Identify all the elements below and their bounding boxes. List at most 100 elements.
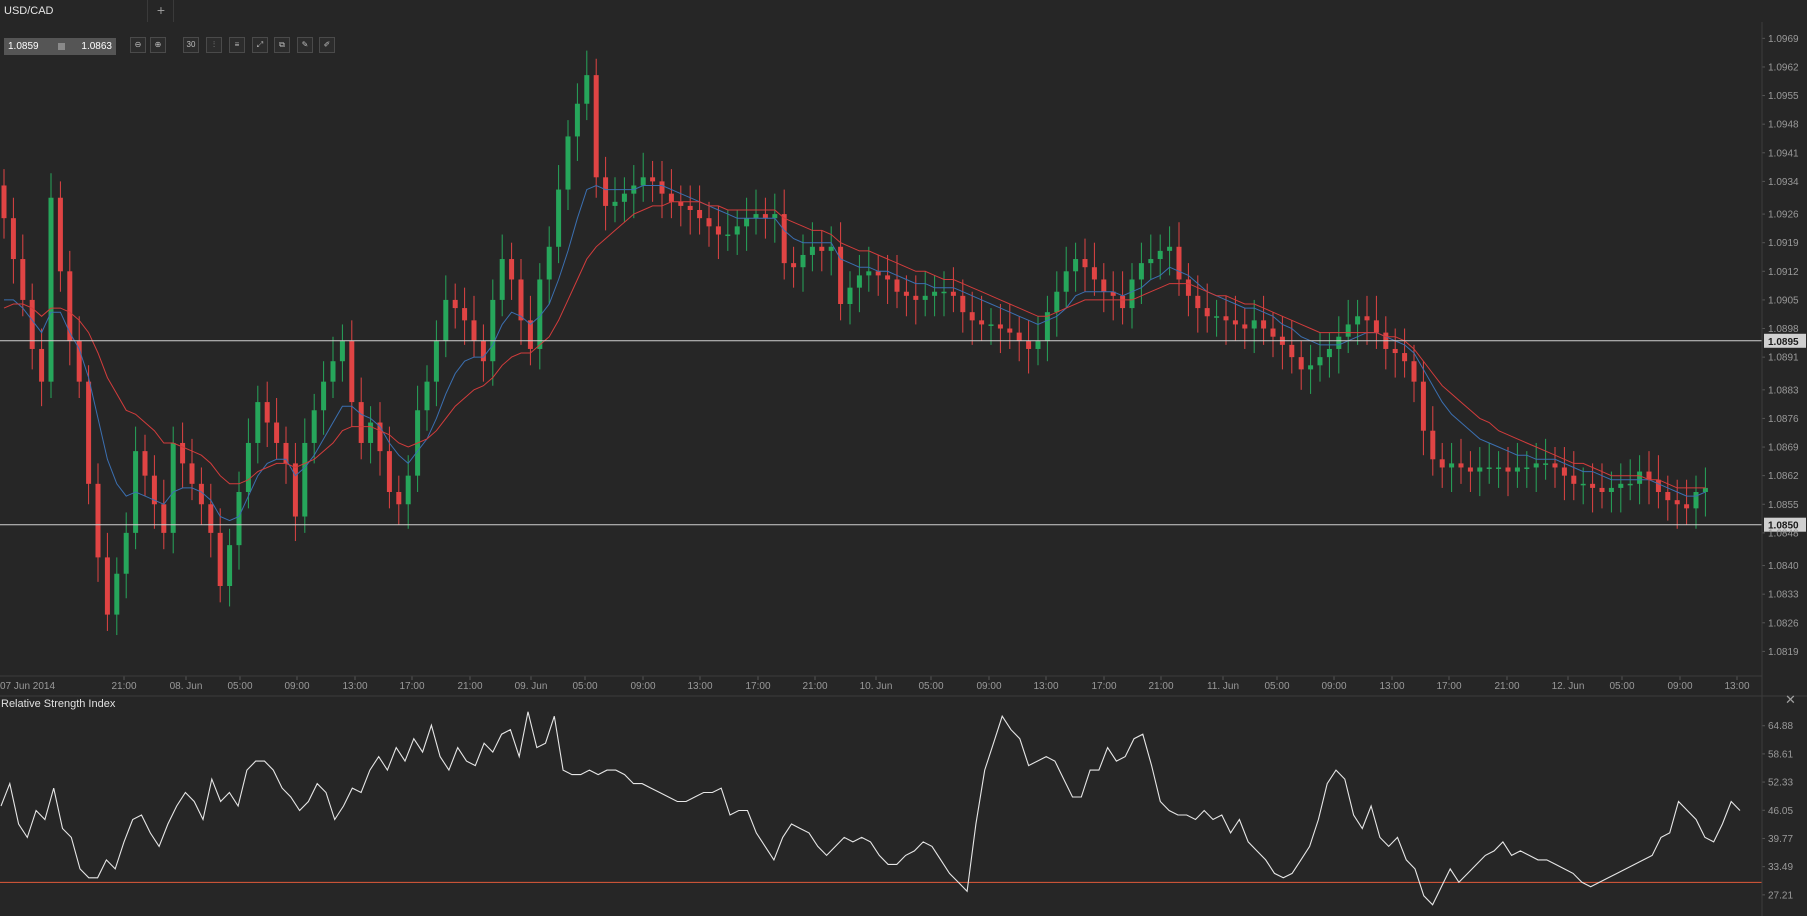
candle-body <box>744 218 750 227</box>
candle <box>1561 447 1567 501</box>
candle <box>1439 442 1445 488</box>
candle-body <box>170 442 176 533</box>
x-tick-label: 21:00 <box>457 681 482 692</box>
add-tab-button[interactable]: + <box>149 0 174 22</box>
candle-body <box>734 226 740 235</box>
quote-box[interactable]: 1.0859 1.0863 <box>4 38 116 55</box>
rsi-tick-label: 27.21 <box>1768 890 1793 901</box>
candle <box>706 201 712 247</box>
candle <box>1270 312 1276 358</box>
candle-body <box>1176 246 1182 280</box>
zoom-out-button[interactable]: ⊖ <box>130 37 146 53</box>
y-tick-label: 1.0926 <box>1768 210 1799 221</box>
candle-body <box>123 532 129 574</box>
candle <box>368 406 374 464</box>
candle-body <box>1157 250 1163 260</box>
y-tick-label: 1.0855 <box>1768 500 1799 511</box>
candle-body <box>1026 340 1032 349</box>
candle-body <box>650 177 656 182</box>
candle-body <box>621 193 627 202</box>
candle <box>950 267 956 313</box>
candle <box>866 246 872 292</box>
candle-body <box>142 451 148 476</box>
candle-body <box>1486 467 1492 469</box>
tab-usdcad[interactable]: USD/CAD <box>0 0 148 22</box>
zoom-in-button[interactable]: ⊕ <box>150 37 166 53</box>
candle <box>1044 295 1050 362</box>
candle-body <box>1505 467 1511 472</box>
x-tick-label: 05:00 <box>572 681 597 692</box>
candle <box>462 287 468 345</box>
candle-body <box>941 291 947 294</box>
candle <box>734 210 740 255</box>
candle <box>377 402 383 476</box>
candle-body <box>1063 271 1069 292</box>
candle-body <box>809 246 815 255</box>
candle <box>76 316 82 398</box>
candle <box>499 234 505 317</box>
timeframe-button[interactable]: 30 <box>183 37 199 53</box>
y-tick-label: 1.0883 <box>1768 385 1799 396</box>
candle-body <box>1326 348 1332 358</box>
candle <box>283 426 289 484</box>
ask-price: 1.0863 <box>81 41 112 52</box>
edit-button[interactable]: ✎ <box>297 37 313 53</box>
close-rsi-panel-button[interactable]: ✕ <box>1785 692 1796 707</box>
candle <box>941 271 947 317</box>
candle-body <box>217 532 223 586</box>
copy-button[interactable]: ⧉ <box>274 37 290 53</box>
candle-body <box>1430 430 1436 460</box>
candle <box>217 508 223 603</box>
candle-body <box>86 381 92 484</box>
candle <box>1533 442 1539 492</box>
candle-body <box>1637 471 1643 484</box>
candle <box>480 324 486 382</box>
candle-body <box>1392 348 1398 354</box>
candle-body <box>866 271 872 276</box>
y-tick-label: 1.0826 <box>1768 618 1799 629</box>
candle <box>405 455 411 529</box>
y-tick-label: 1.0962 <box>1768 62 1799 73</box>
candle-body <box>1599 487 1605 492</box>
x-tick-label: 21:00 <box>111 681 136 692</box>
candle <box>1411 344 1417 403</box>
candle-body <box>1129 279 1135 309</box>
y-tick-label: 1.0869 <box>1768 443 1799 454</box>
ma-slow-line <box>3 201 1706 489</box>
indicators-button[interactable]: ≡ <box>229 37 245 53</box>
candle <box>1308 344 1314 394</box>
candle <box>509 242 515 300</box>
x-tick-label: 09. Jun <box>515 681 548 692</box>
candle-body <box>791 263 797 268</box>
candle-body <box>640 177 646 186</box>
candle-body <box>1411 361 1417 382</box>
candle <box>1298 340 1304 390</box>
x-tick-label: 09:00 <box>976 681 1001 692</box>
candle <box>1138 242 1144 304</box>
candle-body <box>659 181 665 194</box>
candle-body <box>255 402 261 443</box>
candle-body <box>584 75 590 104</box>
candle <box>1458 438 1464 484</box>
candle-body <box>67 271 73 341</box>
chart-type-button[interactable]: ⫶ <box>206 37 222 53</box>
candle <box>960 279 966 333</box>
candle-body <box>462 308 468 321</box>
candle-body <box>847 287 853 304</box>
candle-body <box>368 422 374 443</box>
draw-button[interactable]: ✐ <box>319 37 335 53</box>
expand-button[interactable]: ⤢ <box>252 37 268 53</box>
candle <box>1618 463 1624 513</box>
candle-body <box>1 185 7 219</box>
candle <box>1345 299 1351 354</box>
candle <box>988 308 994 345</box>
candle-body <box>283 442 289 464</box>
time-axis: 07 Jun 2014 21:00 08. Jun 05:00 09:00 13:00 17… <box>0 676 1750 692</box>
candle <box>856 254 862 313</box>
candle <box>781 189 787 280</box>
candle <box>640 152 646 202</box>
candle-body <box>1702 487 1708 492</box>
candle-body <box>1167 246 1173 251</box>
candle-body <box>762 214 768 219</box>
